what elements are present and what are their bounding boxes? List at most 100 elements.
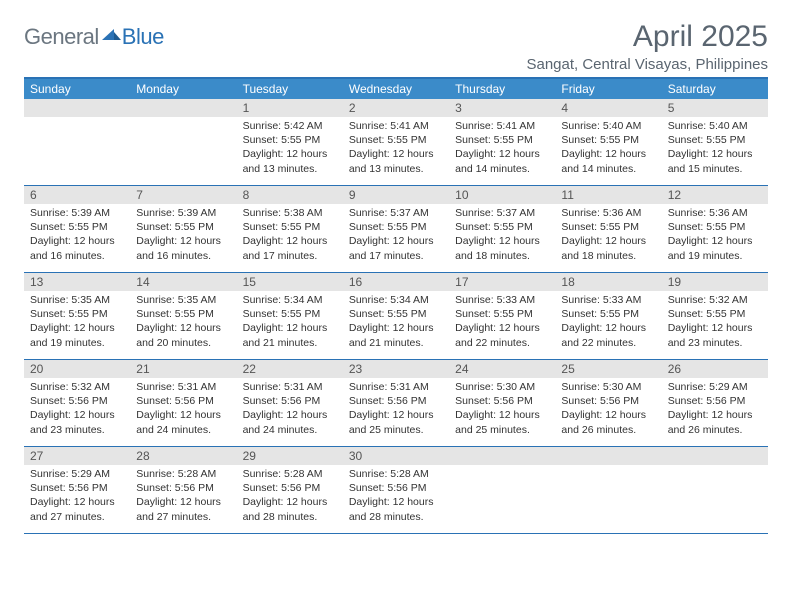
sunset-text: Sunset: 5:56 PM xyxy=(136,481,230,495)
sunset-text: Sunset: 5:55 PM xyxy=(349,307,443,321)
calendar-cell xyxy=(555,447,661,533)
daylight-text: Daylight: 12 hours and 24 minutes. xyxy=(136,408,230,436)
cell-body: Sunrise: 5:36 AMSunset: 5:55 PMDaylight:… xyxy=(555,204,661,267)
sunrise-text: Sunrise: 5:42 AM xyxy=(243,119,337,133)
cell-date: 18 xyxy=(555,273,661,291)
calendar-cell: 15Sunrise: 5:34 AMSunset: 5:55 PMDayligh… xyxy=(237,273,343,359)
sunset-text: Sunset: 5:55 PM xyxy=(349,220,443,234)
day-header-sat: Saturday xyxy=(662,79,768,99)
cell-body: Sunrise: 5:31 AMSunset: 5:56 PMDaylight:… xyxy=(237,378,343,441)
sunrise-text: Sunrise: 5:33 AM xyxy=(561,293,655,307)
logo-triangle-icon xyxy=(102,27,122,47)
daylight-text: Daylight: 12 hours and 19 minutes. xyxy=(30,321,124,349)
calendar-cell: 30Sunrise: 5:28 AMSunset: 5:56 PMDayligh… xyxy=(343,447,449,533)
cell-body: Sunrise: 5:42 AMSunset: 5:55 PMDaylight:… xyxy=(237,117,343,180)
cell-body: Sunrise: 5:32 AMSunset: 5:55 PMDaylight:… xyxy=(662,291,768,354)
daylight-text: Daylight: 12 hours and 18 minutes. xyxy=(455,234,549,262)
day-header-mon: Monday xyxy=(130,79,236,99)
daylight-text: Daylight: 12 hours and 20 minutes. xyxy=(136,321,230,349)
calendar-cell: 2Sunrise: 5:41 AMSunset: 5:55 PMDaylight… xyxy=(343,99,449,185)
cell-date: 10 xyxy=(449,186,555,204)
daylight-text: Daylight: 12 hours and 19 minutes. xyxy=(668,234,762,262)
cell-date: 25 xyxy=(555,360,661,378)
daylight-text: Daylight: 12 hours and 13 minutes. xyxy=(349,147,443,175)
sunrise-text: Sunrise: 5:40 AM xyxy=(668,119,762,133)
cell-body: Sunrise: 5:41 AMSunset: 5:55 PMDaylight:… xyxy=(343,117,449,180)
daylight-text: Daylight: 12 hours and 26 minutes. xyxy=(561,408,655,436)
sunrise-text: Sunrise: 5:35 AM xyxy=(136,293,230,307)
calendar-cell xyxy=(130,99,236,185)
cell-body: Sunrise: 5:37 AMSunset: 5:55 PMDaylight:… xyxy=(449,204,555,267)
daylight-text: Daylight: 12 hours and 27 minutes. xyxy=(136,495,230,523)
cell-date: 12 xyxy=(662,186,768,204)
cell-body: Sunrise: 5:35 AMSunset: 5:55 PMDaylight:… xyxy=(130,291,236,354)
sunset-text: Sunset: 5:56 PM xyxy=(243,394,337,408)
daylight-text: Daylight: 12 hours and 21 minutes. xyxy=(243,321,337,349)
cell-date: 14 xyxy=(130,273,236,291)
sunrise-text: Sunrise: 5:28 AM xyxy=(136,467,230,481)
sunrise-text: Sunrise: 5:41 AM xyxy=(455,119,549,133)
sunset-text: Sunset: 5:55 PM xyxy=(30,307,124,321)
sunset-text: Sunset: 5:55 PM xyxy=(668,220,762,234)
calendar-cell: 24Sunrise: 5:30 AMSunset: 5:56 PMDayligh… xyxy=(449,360,555,446)
sunset-text: Sunset: 5:55 PM xyxy=(243,220,337,234)
sunset-text: Sunset: 5:55 PM xyxy=(243,133,337,147)
daylight-text: Daylight: 12 hours and 28 minutes. xyxy=(243,495,337,523)
calendar-cell: 22Sunrise: 5:31 AMSunset: 5:56 PMDayligh… xyxy=(237,360,343,446)
daylight-text: Daylight: 12 hours and 15 minutes. xyxy=(668,147,762,175)
sunset-text: Sunset: 5:56 PM xyxy=(30,481,124,495)
calendar-cell: 16Sunrise: 5:34 AMSunset: 5:55 PMDayligh… xyxy=(343,273,449,359)
page-title: April 2025 xyxy=(526,20,768,54)
sunrise-text: Sunrise: 5:39 AM xyxy=(136,206,230,220)
daylight-text: Daylight: 12 hours and 23 minutes. xyxy=(30,408,124,436)
week-row: 6Sunrise: 5:39 AMSunset: 5:55 PMDaylight… xyxy=(24,186,768,273)
day-header-sun: Sunday xyxy=(24,79,130,99)
cell-body: Sunrise: 5:34 AMSunset: 5:55 PMDaylight:… xyxy=(237,291,343,354)
cell-date xyxy=(24,99,130,117)
cell-body: Sunrise: 5:37 AMSunset: 5:55 PMDaylight:… xyxy=(343,204,449,267)
logo-text-blue: Blue xyxy=(122,24,164,50)
cell-date: 4 xyxy=(555,99,661,117)
calendar-cell: 9Sunrise: 5:37 AMSunset: 5:55 PMDaylight… xyxy=(343,186,449,272)
cell-date xyxy=(555,447,661,465)
calendar-cell: 13Sunrise: 5:35 AMSunset: 5:55 PMDayligh… xyxy=(24,273,130,359)
daylight-text: Daylight: 12 hours and 25 minutes. xyxy=(349,408,443,436)
daylight-text: Daylight: 12 hours and 14 minutes. xyxy=(455,147,549,175)
sunset-text: Sunset: 5:56 PM xyxy=(136,394,230,408)
calendar-cell: 20Sunrise: 5:32 AMSunset: 5:56 PMDayligh… xyxy=(24,360,130,446)
sunrise-text: Sunrise: 5:32 AM xyxy=(668,293,762,307)
cell-body: Sunrise: 5:33 AMSunset: 5:55 PMDaylight:… xyxy=(449,291,555,354)
cell-date: 2 xyxy=(343,99,449,117)
daylight-text: Daylight: 12 hours and 22 minutes. xyxy=(561,321,655,349)
calendar-cell xyxy=(449,447,555,533)
cell-body: Sunrise: 5:32 AMSunset: 5:56 PMDaylight:… xyxy=(24,378,130,441)
daylight-text: Daylight: 12 hours and 17 minutes. xyxy=(349,234,443,262)
day-header-wed: Wednesday xyxy=(343,79,449,99)
sunrise-text: Sunrise: 5:35 AM xyxy=(30,293,124,307)
sunrise-text: Sunrise: 5:41 AM xyxy=(349,119,443,133)
cell-body: Sunrise: 5:28 AMSunset: 5:56 PMDaylight:… xyxy=(237,465,343,528)
sunrise-text: Sunrise: 5:31 AM xyxy=(349,380,443,394)
calendar-cell: 6Sunrise: 5:39 AMSunset: 5:55 PMDaylight… xyxy=(24,186,130,272)
sunset-text: Sunset: 5:55 PM xyxy=(349,133,443,147)
calendar-cell: 19Sunrise: 5:32 AMSunset: 5:55 PMDayligh… xyxy=(662,273,768,359)
sunrise-text: Sunrise: 5:28 AM xyxy=(243,467,337,481)
cell-body: Sunrise: 5:39 AMSunset: 5:55 PMDaylight:… xyxy=(130,204,236,267)
daylight-text: Daylight: 12 hours and 26 minutes. xyxy=(668,408,762,436)
cell-date: 9 xyxy=(343,186,449,204)
calendar-cell: 21Sunrise: 5:31 AMSunset: 5:56 PMDayligh… xyxy=(130,360,236,446)
daylight-text: Daylight: 12 hours and 28 minutes. xyxy=(349,495,443,523)
sunset-text: Sunset: 5:56 PM xyxy=(30,394,124,408)
sunrise-text: Sunrise: 5:28 AM xyxy=(349,467,443,481)
sunset-text: Sunset: 5:56 PM xyxy=(561,394,655,408)
cell-body: Sunrise: 5:40 AMSunset: 5:55 PMDaylight:… xyxy=(555,117,661,180)
week-row: 1Sunrise: 5:42 AMSunset: 5:55 PMDaylight… xyxy=(24,99,768,186)
sunset-text: Sunset: 5:56 PM xyxy=(668,394,762,408)
sunrise-text: Sunrise: 5:40 AM xyxy=(561,119,655,133)
sunset-text: Sunset: 5:55 PM xyxy=(455,220,549,234)
cell-date xyxy=(662,447,768,465)
cell-date: 5 xyxy=(662,99,768,117)
header: General Blue April 2025 Sangat, Central … xyxy=(24,20,768,73)
cell-date: 30 xyxy=(343,447,449,465)
sunrise-text: Sunrise: 5:31 AM xyxy=(243,380,337,394)
